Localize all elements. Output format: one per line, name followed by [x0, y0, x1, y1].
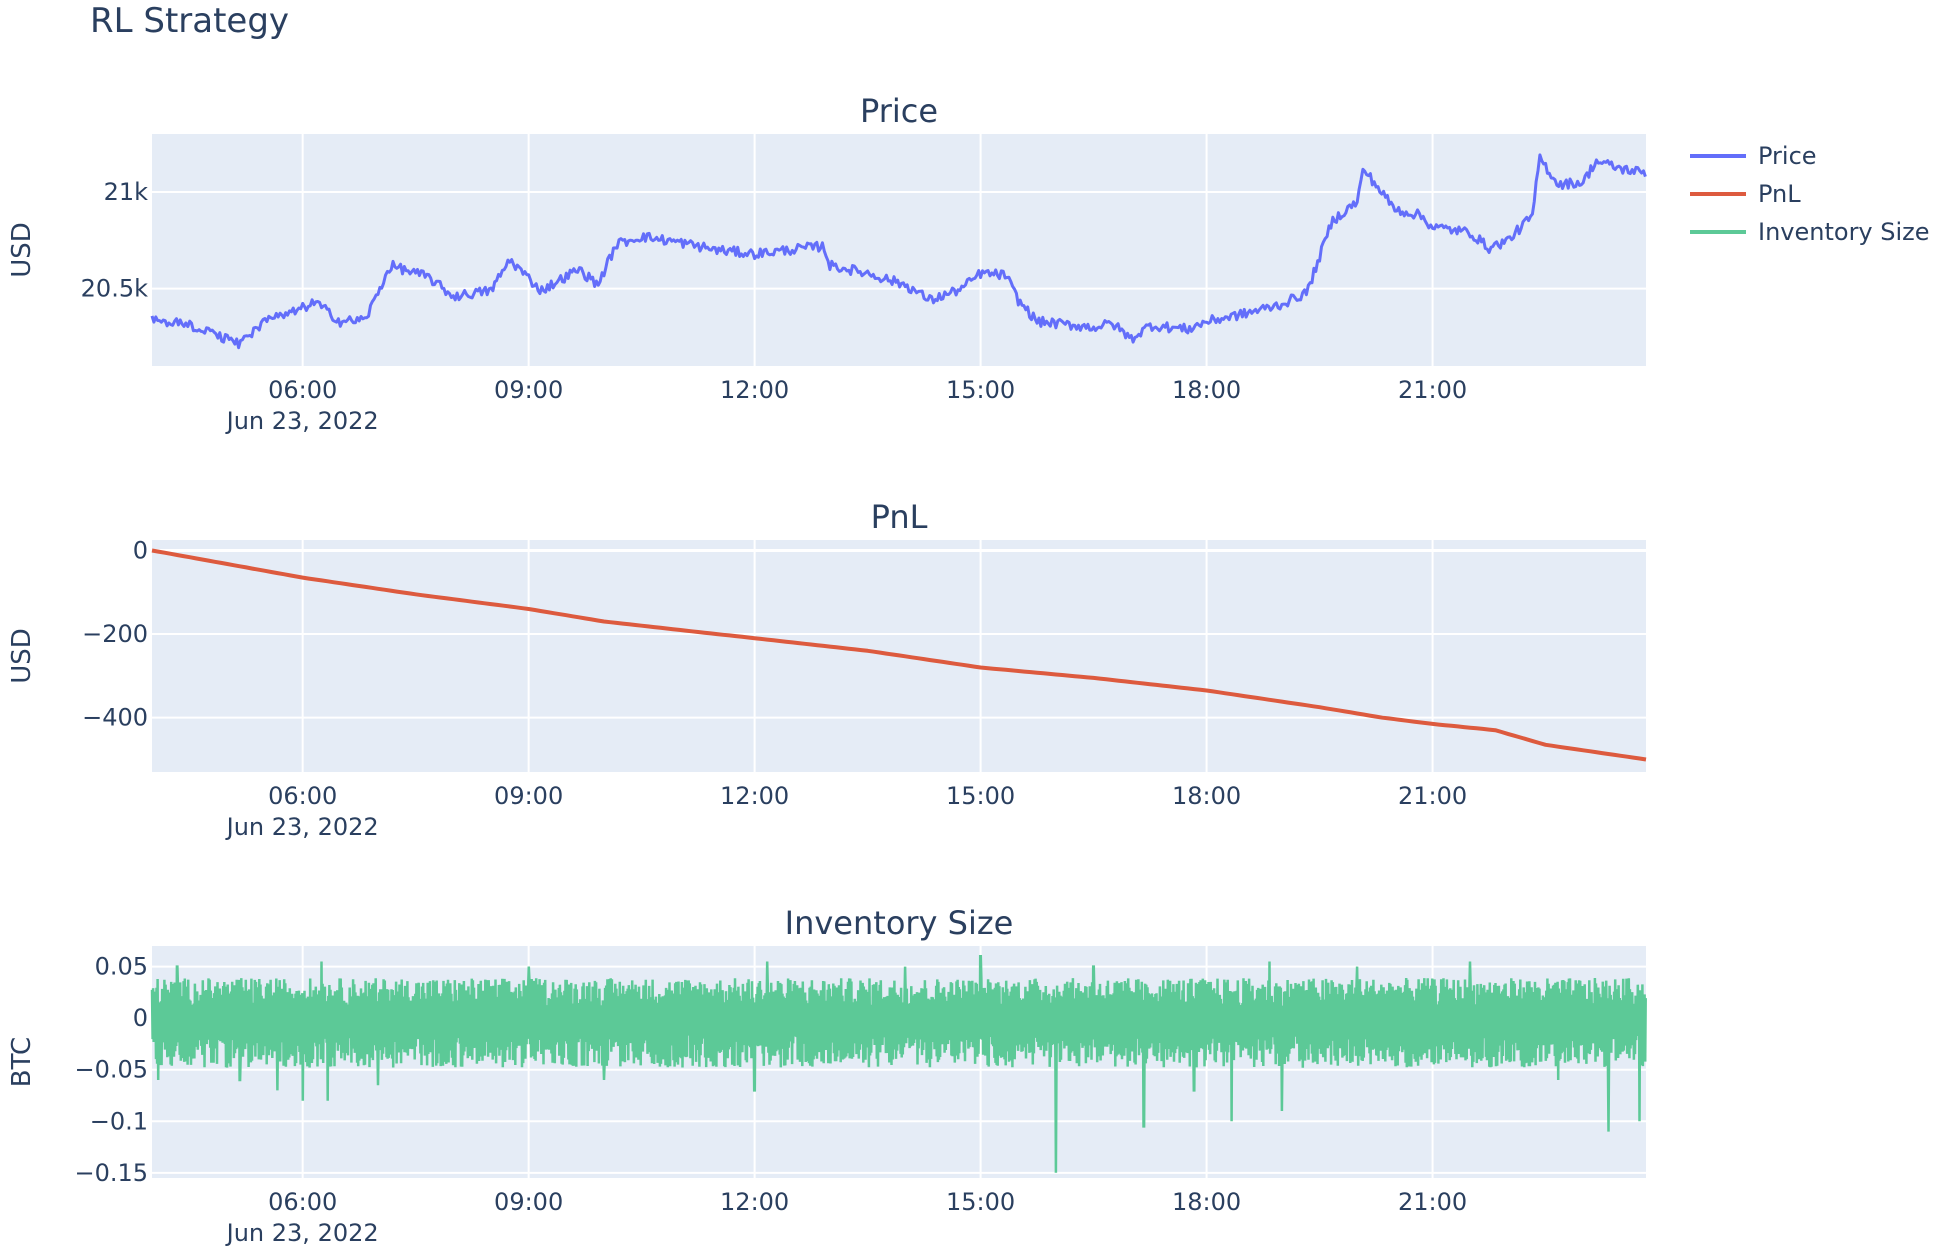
subplot-2: 06:00 Jun 23, 2022 09:00 12:00 15:00 18:00 21:… — [7, 498, 1647, 841]
subplot-title: PnL — [871, 498, 928, 536]
y-tick-label: 0 — [133, 1004, 148, 1032]
series-line-pnl — [151, 548, 1647, 762]
y-tick-label: 21k — [104, 178, 149, 206]
x-tick-label: 18:00 — [1172, 376, 1241, 404]
y-tick-label: −400 — [82, 704, 148, 732]
legend-label: Price — [1758, 142, 1817, 170]
x-tick-label: 09:00 — [494, 376, 563, 404]
x-tick-label: 12:00 — [720, 782, 789, 810]
x-tick-date-label: Jun 23, 2022 — [225, 407, 379, 435]
x-tick-date-label: Jun 23, 2022 — [225, 813, 379, 841]
chart-panels: 06:00 Jun 23, 2022 09:00 12:00 15:00 18:00 21:… — [7, 92, 1647, 1247]
chart-legend[interactable]: Price PnL Inventory Size — [1690, 142, 1930, 246]
x-tick-label: 18:00 — [1172, 1188, 1241, 1216]
plot-area — [152, 134, 1646, 366]
legend-label: PnL — [1758, 180, 1801, 208]
series-line-inventory-size — [150, 955, 1647, 1173]
y-tick-label: 20.5k — [81, 275, 148, 303]
x-tick-label: 09:00 — [494, 782, 563, 810]
y-tick-label: −0.05 — [74, 1056, 148, 1084]
subplot-3: 06:00 Jun 23, 2022 09:00 12:00 15:00 18:00 21:… — [7, 904, 1647, 1247]
y-axis-title: USD — [7, 628, 37, 684]
figure-title: RL Strategy — [90, 1, 289, 41]
legend-label: Inventory Size — [1758, 218, 1930, 246]
legend-item-pnl[interactable]: PnL — [1690, 180, 1801, 208]
x-tick-label: 21:00 — [1398, 1188, 1467, 1216]
x-tick-label: 09:00 — [494, 1188, 563, 1216]
x-tick-label: 15:00 — [946, 376, 1015, 404]
y-axis-title: USD — [7, 222, 37, 278]
y-tick-label: −200 — [82, 620, 148, 648]
x-tick-label: 21:00 — [1398, 782, 1467, 810]
legend-item-price[interactable]: Price — [1690, 142, 1817, 170]
y-tick-label: 0.05 — [95, 953, 148, 981]
x-tick-label: 18:00 — [1172, 782, 1241, 810]
x-tick-label: 21:00 — [1398, 376, 1467, 404]
legend-item-inventory-size[interactable]: Inventory Size — [1690, 218, 1930, 246]
y-tick-label: −0.15 — [74, 1159, 148, 1187]
x-tick-label: 12:00 — [720, 376, 789, 404]
x-tick-label: 06:00 — [268, 376, 337, 404]
x-tick-label: 06:00 — [268, 782, 337, 810]
x-tick-label: 12:00 — [720, 1188, 789, 1216]
y-axis-title: BTC — [7, 1037, 37, 1087]
subplot-title: Inventory Size — [785, 904, 1014, 942]
x-tick-label: 15:00 — [946, 1188, 1015, 1216]
subplot-1: 06:00 Jun 23, 2022 09:00 12:00 15:00 18:00 21:… — [7, 92, 1647, 435]
y-tick-label: 0 — [133, 536, 148, 564]
x-tick-label: 15:00 — [946, 782, 1015, 810]
series-line-price — [150, 153, 1647, 350]
subplot-title: Price — [860, 92, 938, 130]
x-tick-date-label: Jun 23, 2022 — [225, 1219, 379, 1247]
x-tick-label: 06:00 — [268, 1188, 337, 1216]
y-tick-label: −0.1 — [90, 1107, 148, 1135]
